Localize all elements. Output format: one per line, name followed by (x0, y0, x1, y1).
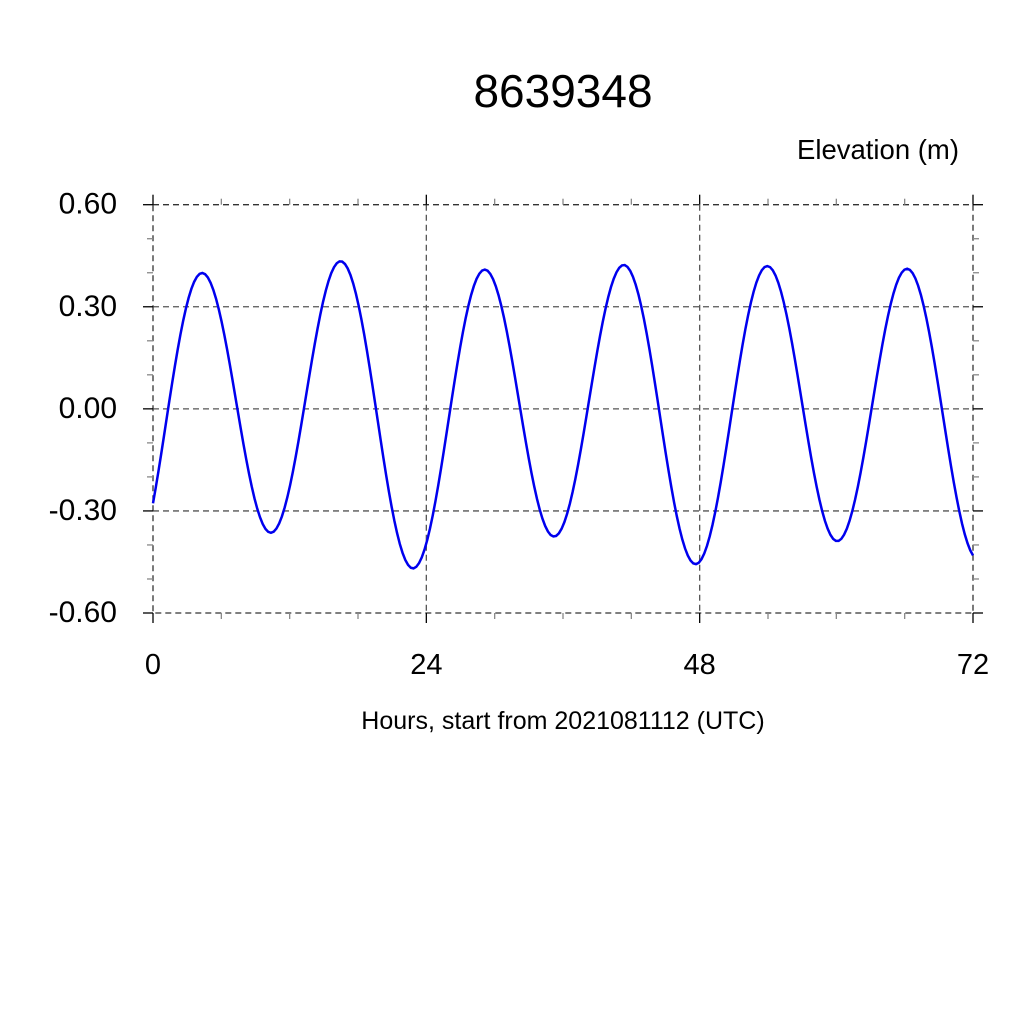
svg-text:72: 72 (957, 649, 989, 681)
svg-text:48: 48 (684, 649, 716, 681)
svg-text:-0.60: -0.60 (49, 596, 117, 629)
svg-text:-0.30: -0.30 (49, 494, 117, 527)
svg-text:24: 24 (410, 649, 442, 681)
svg-text:0.60: 0.60 (59, 188, 117, 221)
svg-text:0.00: 0.00 (59, 392, 117, 425)
svg-text:0.30: 0.30 (59, 290, 117, 323)
svg-text:0: 0 (145, 649, 161, 681)
